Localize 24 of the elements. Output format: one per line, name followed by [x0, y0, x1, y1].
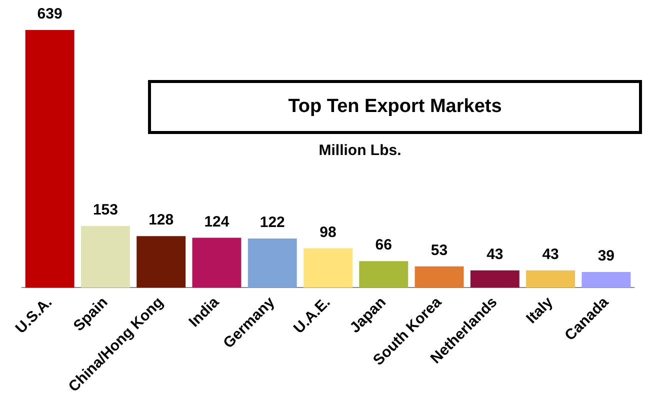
bar: [136, 236, 186, 288]
data-label: 43: [542, 246, 559, 264]
data-label: 128: [148, 212, 174, 229]
data-label: 153: [92, 202, 118, 219]
bar: [359, 261, 408, 288]
bar: [304, 248, 352, 288]
bar: [248, 238, 297, 288]
bar: [582, 272, 631, 288]
data-label: 122: [260, 214, 285, 232]
bar: [80, 226, 130, 288]
data-label: 98: [320, 224, 336, 241]
data-label: 43: [486, 246, 504, 264]
data-label: 639: [37, 6, 62, 23]
bar: [526, 270, 576, 288]
data-label: 66: [375, 236, 392, 254]
bar: [25, 30, 74, 288]
text: Million Lbs.: [318, 142, 402, 159]
text: Top Ten Export Markets: [148, 80, 642, 134]
bar: [192, 238, 242, 288]
data-label: 39: [598, 248, 615, 265]
data-label: 53: [430, 242, 448, 259]
bar: [470, 270, 520, 288]
bar: [414, 266, 464, 288]
data-label: 124: [204, 213, 230, 230]
